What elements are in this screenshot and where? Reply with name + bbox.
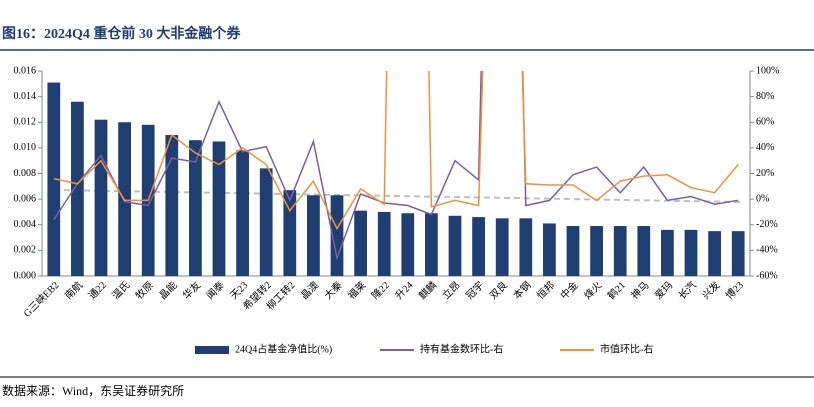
- y2-tick-label: 20%: [756, 168, 774, 179]
- bar: [708, 231, 721, 276]
- bar: [448, 215, 462, 276]
- legend-label: 24Q4占基金净值比(%): [235, 342, 332, 355]
- bar: [566, 226, 580, 276]
- bar: [283, 190, 297, 276]
- y-tick-label: 0.016: [14, 65, 37, 76]
- plot-area: [47, 71, 745, 276]
- x-tick-label: 本钢: [510, 279, 533, 302]
- legend-label: 持有基金数环比-右: [420, 342, 503, 355]
- bar: [637, 226, 651, 276]
- y-tick-label: 0.002: [14, 245, 37, 256]
- bar: [189, 140, 202, 276]
- line: [53, 71, 739, 231]
- bar: [472, 217, 485, 276]
- x-tick-label: 双良: [487, 279, 510, 302]
- legend-label: 市值环比-右: [600, 342, 653, 355]
- y2-tick-label: 40%: [756, 142, 774, 153]
- bar: [212, 141, 226, 276]
- y2-tick-label: 80%: [756, 91, 774, 102]
- y-tick-label: 0.000: [14, 270, 37, 281]
- bar: [330, 195, 344, 276]
- x-tick-label: 闻泰: [203, 279, 226, 302]
- chart-title: 图16：2024Q4 重仓前 30 大非金融个券: [2, 25, 241, 42]
- bar: [495, 218, 509, 276]
- x-tick-label: 升24: [393, 279, 416, 302]
- y-tick-label: 0.010: [14, 142, 37, 153]
- x-tick-label: 中金: [557, 279, 580, 302]
- bar: [94, 119, 108, 276]
- y2-tick-label: 0%: [756, 193, 769, 204]
- x-tick-label: 晶能: [156, 279, 179, 302]
- bar: [401, 213, 415, 276]
- x-tick-label: 立昂: [439, 279, 462, 302]
- bar: [661, 229, 674, 276]
- y2-tick-label: 60%: [756, 117, 774, 128]
- bar: [165, 135, 179, 276]
- x-tick-label: 博23: [723, 279, 746, 302]
- y2-tick-label: -60%: [756, 270, 778, 281]
- y-tick-label: 0.006: [14, 193, 37, 204]
- x-tick-label: 牧原: [133, 279, 156, 302]
- x-tick-label: 长汽: [675, 279, 698, 302]
- x-tick-label: 烽火: [581, 279, 604, 302]
- trend-line: [53, 189, 741, 203]
- x-tick-label: 恒邦: [534, 279, 557, 302]
- y2-tick-label: -20%: [756, 219, 778, 230]
- x-tick-label: 晶澳: [298, 279, 321, 302]
- legend-swatch: [195, 346, 229, 354]
- bar: [259, 168, 273, 276]
- x-tick-label: 鹤21: [605, 279, 628, 302]
- x-tick-label: 温氏: [110, 279, 133, 302]
- bar: [731, 231, 745, 276]
- bar: [377, 211, 391, 276]
- y-tick-label: 0.004: [14, 219, 37, 230]
- x-tick-label: 神马: [628, 279, 651, 302]
- bar: [307, 195, 320, 276]
- y-tick-label: 0.008: [14, 168, 37, 179]
- bar: [425, 213, 438, 276]
- y2-tick-label: -40%: [756, 245, 778, 256]
- bar: [543, 223, 556, 276]
- y2-tick-label: 100%: [756, 65, 779, 76]
- x-tick-label: 兴发: [699, 279, 722, 302]
- bar: [354, 210, 367, 276]
- x-tick-label: 麒麟: [416, 279, 439, 302]
- y-tick-label: 0.012: [14, 117, 37, 128]
- bar: [236, 150, 249, 276]
- y-tick-label: 0.014: [14, 91, 37, 102]
- bar: [613, 226, 627, 276]
- x-tick-label: 福莱: [345, 279, 368, 302]
- x-tick-label: G三峡EB2: [21, 279, 62, 320]
- line: [53, 71, 739, 261]
- x-tick-label: 华友: [180, 279, 203, 302]
- bar: [684, 229, 698, 276]
- bar: [519, 218, 533, 276]
- source: 数据来源：Wind，东吴证券研究所: [2, 383, 184, 398]
- x-tick-label: 冠宇: [463, 279, 486, 302]
- x-tick-label: 大秦: [321, 279, 344, 302]
- x-tick-label: 隆22: [369, 279, 392, 302]
- x-tick-label: 南航: [62, 279, 85, 302]
- bar: [590, 226, 603, 276]
- x-tick-label: 爱玛: [652, 279, 675, 302]
- x-tick-label: 通22: [86, 279, 109, 302]
- bar: [71, 101, 84, 276]
